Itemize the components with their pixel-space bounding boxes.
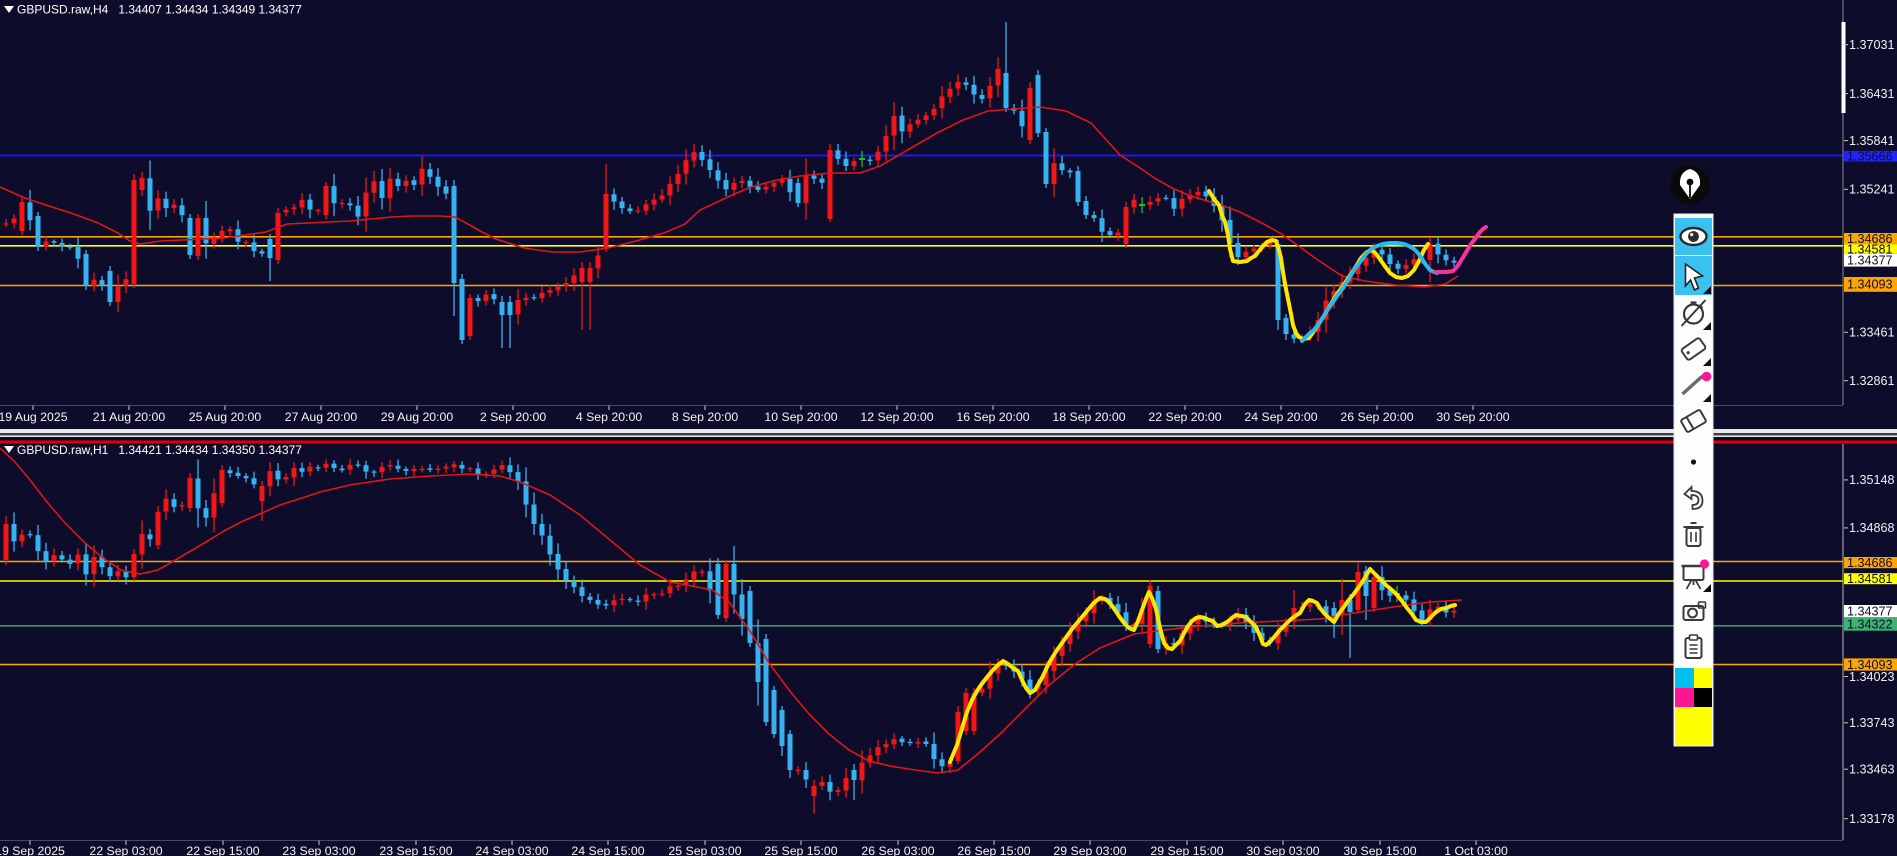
svg-text:19 Sep 2025: 19 Sep 2025	[0, 844, 65, 856]
svg-text:30 Sep 03:00: 30 Sep 03:00	[1246, 844, 1319, 856]
svg-text:26 Sep 20:00: 26 Sep 20:00	[1340, 410, 1413, 424]
svg-text:1.33463: 1.33463	[1849, 763, 1895, 777]
svg-text:GBPUSD.raw,H4 1.34407 1.3443: GBPUSD.raw,H4 1.34407 1.34434 1.34349 1.…	[17, 3, 302, 17]
svg-text:1.33461: 1.33461	[1849, 326, 1895, 340]
svg-text:21 Aug 20:00: 21 Aug 20:00	[93, 410, 166, 424]
svg-text:1.34377: 1.34377	[1847, 254, 1893, 268]
svg-text:8 Sep 20:00: 8 Sep 20:00	[672, 410, 738, 424]
svg-text:25 Aug 20:00: 25 Aug 20:00	[189, 410, 262, 424]
svg-text:24 Sep 15:00: 24 Sep 15:00	[571, 844, 644, 856]
svg-text:24 Sep 20:00: 24 Sep 20:00	[1244, 410, 1317, 424]
svg-text:29 Sep 15:00: 29 Sep 15:00	[1150, 844, 1223, 856]
svg-text:25 Sep 15:00: 25 Sep 15:00	[764, 844, 837, 856]
svg-text:24 Sep 03:00: 24 Sep 03:00	[475, 844, 548, 856]
svg-text:1.34023: 1.34023	[1849, 670, 1895, 684]
svg-text:23 Sep 15:00: 23 Sep 15:00	[379, 844, 452, 856]
svg-text:1.34093: 1.34093	[1847, 278, 1893, 292]
svg-text:1.33178: 1.33178	[1849, 812, 1895, 826]
svg-text:1.35241: 1.35241	[1849, 183, 1895, 197]
svg-text:29 Sep 03:00: 29 Sep 03:00	[1053, 844, 1126, 856]
svg-text:1.37031: 1.37031	[1849, 38, 1895, 52]
svg-text:22 Sep 15:00: 22 Sep 15:00	[186, 844, 259, 856]
svg-text:2 Sep 20:00: 2 Sep 20:00	[480, 410, 546, 424]
svg-text:19 Aug 2025: 19 Aug 2025	[0, 410, 68, 424]
svg-text:30 Sep 15:00: 30 Sep 15:00	[1343, 844, 1416, 856]
svg-text:1.34093: 1.34093	[1847, 658, 1893, 672]
svg-text:1.35666: 1.35666	[1847, 150, 1893, 164]
svg-text:26 Sep 15:00: 26 Sep 15:00	[957, 844, 1030, 856]
svg-text:1.32861: 1.32861	[1849, 374, 1895, 388]
svg-text:1.36431: 1.36431	[1849, 87, 1895, 101]
svg-text:1.34868: 1.34868	[1849, 521, 1895, 535]
svg-text:1.34686: 1.34686	[1847, 556, 1893, 570]
svg-text:16 Sep 20:00: 16 Sep 20:00	[956, 410, 1029, 424]
svg-text:22 Sep 20:00: 22 Sep 20:00	[1148, 410, 1221, 424]
svg-text:29 Aug 20:00: 29 Aug 20:00	[381, 410, 454, 424]
svg-text:1.35841: 1.35841	[1849, 134, 1895, 148]
svg-text:22 Sep 03:00: 22 Sep 03:00	[89, 844, 162, 856]
svg-text:12 Sep 20:00: 12 Sep 20:00	[860, 410, 933, 424]
svg-text:1.34377: 1.34377	[1847, 604, 1893, 618]
svg-text:GBPUSD.raw,H1 1.34421 1.3443: GBPUSD.raw,H1 1.34421 1.34434 1.34350 1.…	[17, 443, 302, 457]
svg-text:1.34322: 1.34322	[1847, 617, 1893, 631]
svg-text:26 Sep 03:00: 26 Sep 03:00	[861, 844, 934, 856]
svg-text:4 Sep 20:00: 4 Sep 20:00	[576, 410, 642, 424]
svg-text:1.34581: 1.34581	[1847, 243, 1893, 257]
svg-text:18 Sep 20:00: 18 Sep 20:00	[1052, 410, 1125, 424]
svg-text:23 Sep 03:00: 23 Sep 03:00	[282, 844, 355, 856]
svg-text:27 Aug 20:00: 27 Aug 20:00	[285, 410, 358, 424]
svg-text:1.35148: 1.35148	[1849, 473, 1895, 487]
svg-text:1.34686: 1.34686	[1847, 232, 1893, 246]
svg-text:30 Sep 20:00: 30 Sep 20:00	[1436, 410, 1509, 424]
svg-text:25 Sep 03:00: 25 Sep 03:00	[668, 844, 741, 856]
svg-text:1.33743: 1.33743	[1849, 716, 1895, 730]
svg-text:1.34581: 1.34581	[1847, 572, 1893, 586]
svg-text:1 Oct 03:00: 1 Oct 03:00	[1444, 844, 1508, 856]
svg-text:10 Sep 20:00: 10 Sep 20:00	[764, 410, 837, 424]
